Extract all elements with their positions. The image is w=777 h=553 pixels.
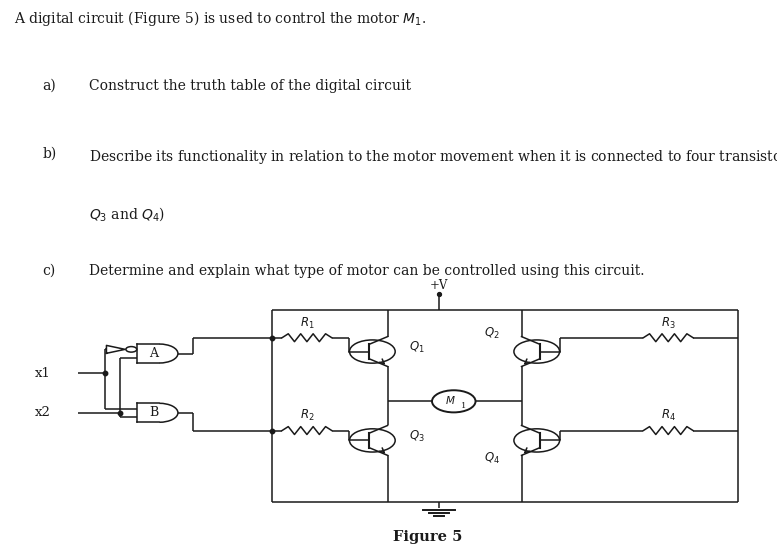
- Text: $Q_2$: $Q_2$: [484, 326, 500, 341]
- Text: Construct the truth table of the digital circuit: Construct the truth table of the digital…: [89, 79, 411, 93]
- Text: $Q_3$: $Q_3$: [409, 429, 425, 444]
- Text: x1: x1: [35, 367, 51, 380]
- Circle shape: [126, 347, 137, 352]
- Text: A: A: [149, 347, 159, 360]
- Text: Figure 5: Figure 5: [392, 530, 462, 544]
- Text: b): b): [43, 147, 57, 160]
- Text: A digital circuit (Figure 5) is used to control the motor $M_1$.: A digital circuit (Figure 5) is used to …: [14, 9, 427, 28]
- Text: $R_3$: $R_3$: [661, 316, 675, 331]
- Text: Determine and explain what type of motor can be controlled using this circuit.: Determine and explain what type of motor…: [89, 264, 645, 278]
- Text: +V: +V: [430, 279, 448, 291]
- Text: $R_1$: $R_1$: [300, 316, 314, 331]
- Text: $Q_4$: $Q_4$: [483, 451, 500, 466]
- Text: $R_4$: $R_4$: [660, 408, 676, 424]
- Text: B: B: [149, 406, 159, 419]
- Text: $Q_1$: $Q_1$: [409, 340, 425, 355]
- Text: $M$: $M$: [445, 394, 456, 406]
- Text: x2: x2: [35, 406, 51, 419]
- Text: 1: 1: [462, 402, 466, 410]
- Text: $R_2$: $R_2$: [300, 408, 314, 424]
- Text: a): a): [43, 79, 57, 93]
- Text: Describe its functionality in relation to the motor movement when it is connecte: Describe its functionality in relation t…: [89, 147, 777, 165]
- Text: c): c): [43, 264, 56, 278]
- Text: $Q_3$ and $Q_4$): $Q_3$ and $Q_4$): [89, 205, 166, 223]
